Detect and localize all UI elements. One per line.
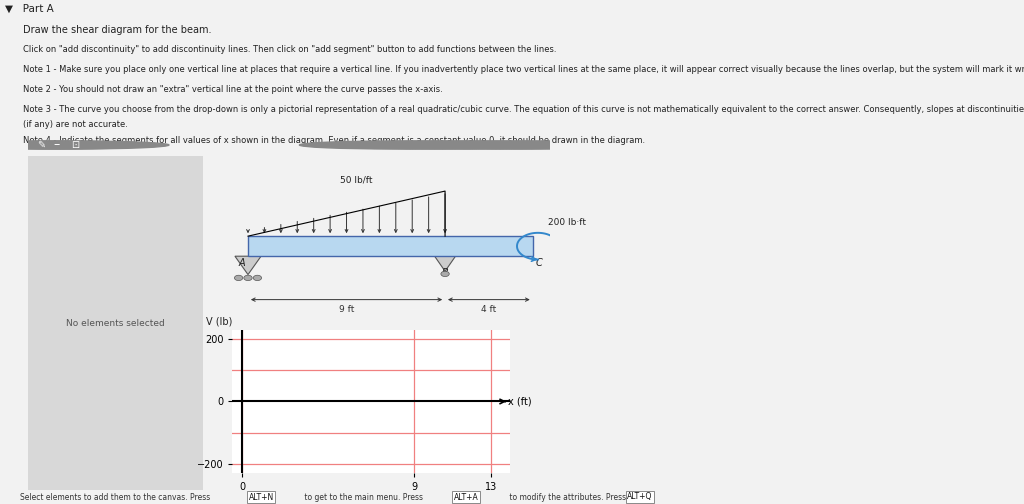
Text: (if any) are not accurate.: (if any) are not accurate.: [23, 120, 127, 129]
Text: Draw the shear diagram for the beam.: Draw the shear diagram for the beam.: [23, 25, 211, 35]
Text: B: B: [441, 268, 449, 278]
Circle shape: [244, 275, 252, 281]
Circle shape: [299, 141, 487, 149]
Text: Note 1 - Make sure you place only one vertical line at places that require a ver: Note 1 - Make sure you place only one ve…: [23, 65, 1024, 74]
Text: A: A: [239, 258, 246, 268]
Text: Note 2 - You should not draw an "extra" vertical line at the point where the cur: Note 2 - You should not draw an "extra" …: [23, 85, 442, 94]
Text: Select elements to add them to the canvas. Press: Select elements to add them to the canva…: [20, 492, 213, 501]
Text: ▼   Part A: ▼ Part A: [5, 4, 54, 14]
Circle shape: [420, 141, 607, 149]
Circle shape: [0, 141, 151, 149]
Text: 9 ft: 9 ft: [339, 304, 354, 313]
Bar: [248, 236, 532, 256]
Text: x (ft): x (ft): [508, 397, 531, 407]
Text: C: C: [536, 258, 542, 268]
Text: Click on "add discontinuity" to add discontinuity lines. Then click on "add segm: Click on "add discontinuity" to add disc…: [23, 45, 556, 54]
Text: No elements selected: No elements selected: [67, 319, 165, 328]
Polygon shape: [434, 256, 456, 271]
Text: –: –: [53, 139, 59, 152]
Text: ALT+Q: ALT+Q: [628, 492, 652, 501]
Text: 4 ft: 4 ft: [481, 304, 497, 313]
Text: ALT+A: ALT+A: [454, 492, 478, 501]
Circle shape: [253, 275, 261, 281]
Text: ✎: ✎: [37, 140, 45, 150]
Text: 200 lb·ft: 200 lb·ft: [548, 218, 587, 227]
Text: V (lb): V (lb): [207, 317, 232, 327]
Circle shape: [356, 141, 545, 149]
Circle shape: [0, 141, 135, 149]
Circle shape: [331, 141, 519, 149]
Bar: [28, 156, 203, 490]
Circle shape: [445, 141, 634, 149]
Text: 50 lb/ft: 50 lb/ft: [340, 175, 373, 184]
Polygon shape: [234, 256, 261, 275]
Text: ALT+N: ALT+N: [249, 492, 273, 501]
Text: to modify the attributes. Press: to modify the attributes. Press: [507, 492, 629, 501]
Circle shape: [234, 275, 243, 281]
Text: ⊡: ⊡: [71, 140, 79, 150]
Circle shape: [388, 141, 577, 149]
Circle shape: [441, 271, 450, 277]
Text: Note 4 - Indicate the segments for all values of x shown in the diagram. Even if: Note 4 - Indicate the segments for all v…: [23, 136, 645, 145]
Text: to get to the main menu. Press: to get to the main menu. Press: [302, 492, 425, 501]
Text: Note 3 - The curve you choose from the drop-down is only a pictorial representat: Note 3 - The curve you choose from the d…: [23, 105, 1024, 114]
Circle shape: [0, 141, 169, 149]
